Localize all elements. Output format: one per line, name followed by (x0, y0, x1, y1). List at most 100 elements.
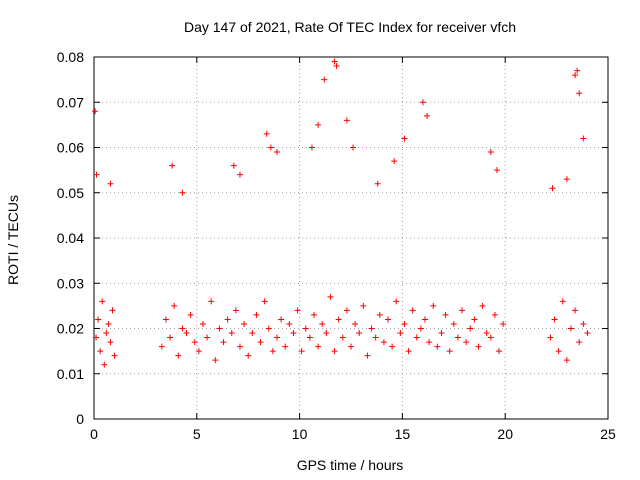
data-point (580, 135, 587, 142)
data-point (298, 348, 305, 355)
data-point (549, 185, 556, 192)
data-point (483, 330, 490, 337)
data-point (467, 325, 474, 332)
data-point (580, 320, 587, 327)
data-point (389, 343, 396, 350)
data-point (286, 320, 293, 327)
data-point (249, 330, 256, 337)
data-point (278, 316, 285, 323)
data-point (175, 352, 182, 359)
data-point (228, 330, 235, 337)
y-tick-label: 0.07 (57, 94, 84, 110)
x-tick-label: 25 (600, 426, 616, 442)
data-point (555, 348, 562, 355)
data-point (567, 325, 574, 332)
data-point (352, 320, 359, 327)
data-point (99, 298, 106, 305)
data-point (401, 320, 408, 327)
data-point (356, 330, 363, 337)
data-point (496, 348, 503, 355)
data-point (204, 334, 211, 341)
data-point (253, 311, 260, 318)
x-tick-label: 0 (90, 426, 98, 442)
data-point (308, 144, 315, 151)
y-tick-label: 0.02 (57, 321, 84, 337)
data-point (405, 348, 412, 355)
data-point (463, 339, 470, 346)
data-point (409, 307, 416, 314)
data-point (92, 108, 99, 115)
data-point (103, 330, 110, 337)
data-point (257, 339, 264, 346)
data-point (109, 307, 116, 314)
x-tick-label: 20 (497, 426, 513, 442)
data-point (350, 144, 357, 151)
data-point (101, 361, 108, 368)
grid-layer (94, 57, 608, 419)
data-point (105, 320, 112, 327)
data-point (183, 330, 190, 337)
data-point (343, 307, 350, 314)
data-point (179, 325, 186, 332)
data-point (265, 325, 272, 332)
data-point (220, 339, 227, 346)
data-point (487, 149, 494, 156)
data-point (459, 307, 466, 314)
data-point (413, 334, 420, 341)
data-point (319, 320, 326, 327)
data-point (230, 162, 237, 169)
data-point (111, 352, 118, 359)
data-point (493, 167, 500, 174)
data-point (572, 72, 579, 79)
data-point (339, 334, 346, 341)
x-tick-label: 5 (193, 426, 201, 442)
data-point (360, 302, 367, 309)
x-axis-label: GPS time / hours (297, 457, 404, 473)
data-point (376, 311, 383, 318)
data-point (282, 343, 289, 350)
data-point (245, 352, 252, 359)
y-tick-label: 0.08 (57, 49, 84, 65)
data-point (321, 76, 328, 83)
data-point (315, 121, 322, 128)
data-point (584, 330, 591, 337)
data-point (479, 302, 486, 309)
x-tick-labels: 0 5 10 15 20 25 (90, 426, 616, 442)
x-tick-label: 15 (395, 426, 411, 442)
data-point (442, 311, 449, 318)
data-point (364, 352, 371, 359)
data-point (471, 316, 478, 323)
data-point (97, 348, 104, 355)
data-point (576, 90, 583, 97)
y-tick-labels: 0 0.01 0.02 0.03 0.04 0.05 0.06 0.07 0.08 (57, 49, 84, 427)
data-point (380, 339, 387, 346)
data-point (331, 58, 338, 65)
data-point (191, 339, 198, 346)
data-point (208, 298, 215, 305)
data-point (563, 176, 570, 183)
data-point (475, 343, 482, 350)
data-point (236, 171, 243, 178)
y-axis-label: ROTI / TECUs (5, 195, 21, 285)
data-point (333, 63, 340, 70)
data-point (315, 343, 322, 350)
data-point (294, 307, 301, 314)
data-point (216, 325, 223, 332)
data-point (393, 298, 400, 305)
data-point (93, 171, 100, 178)
data-point (162, 316, 169, 323)
data-point (438, 330, 445, 337)
data-point (158, 343, 165, 350)
data-point (397, 330, 404, 337)
chart-title: Day 147 of 2021, Rate Of TEC Index for r… (184, 19, 516, 35)
data-point (491, 311, 498, 318)
data-point (446, 348, 453, 355)
data-point (171, 302, 178, 309)
data-point (576, 339, 583, 346)
data-point (372, 334, 379, 341)
data-point (417, 325, 424, 332)
data-point (434, 343, 441, 350)
y-tick-label: 0.06 (57, 140, 84, 156)
data-point (269, 348, 276, 355)
